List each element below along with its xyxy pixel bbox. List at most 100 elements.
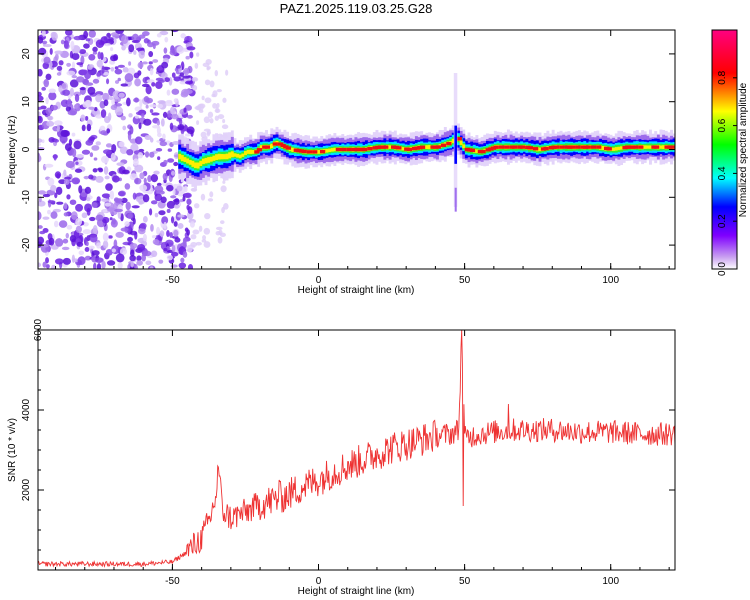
noise-blob xyxy=(142,31,150,37)
noise-blob xyxy=(187,264,194,269)
noise-blob xyxy=(84,82,94,86)
ridge-core xyxy=(480,149,486,154)
ridge-core xyxy=(509,145,515,149)
ridge-band xyxy=(209,156,213,162)
noise-blob xyxy=(141,61,148,65)
noise-blob xyxy=(122,169,130,175)
noise-blob xyxy=(91,202,98,208)
noise-blob xyxy=(198,109,204,113)
ridge-core xyxy=(256,148,263,152)
noise-blob xyxy=(173,204,180,209)
noise-blob xyxy=(89,234,98,243)
noise-blob xyxy=(133,97,140,103)
noise-blob xyxy=(132,192,137,200)
colorbar-ticks: 0.0 0.2 0.4 0.6 0.8 xyxy=(717,70,737,276)
ridge-band xyxy=(222,154,226,160)
noise-blob xyxy=(182,251,188,258)
noise-blob xyxy=(92,51,98,55)
ridge-band xyxy=(317,149,321,154)
noise-blob xyxy=(65,105,72,112)
noise-blob xyxy=(106,78,110,85)
noise-blob xyxy=(64,143,72,152)
noise-blob xyxy=(120,227,129,232)
noise-blob xyxy=(214,69,219,77)
noise-blob xyxy=(152,239,160,245)
ridge-core xyxy=(632,145,639,149)
noise-blob xyxy=(84,246,90,253)
noise-blob xyxy=(76,62,84,66)
ridge-band xyxy=(244,151,247,156)
noise-blob xyxy=(54,192,58,199)
noise-blob xyxy=(69,87,74,97)
noise-blob xyxy=(96,263,102,269)
noise-blob xyxy=(104,202,111,207)
ridge-band xyxy=(225,153,229,160)
noise-blob xyxy=(39,230,46,235)
noise-blob xyxy=(183,185,188,193)
noise-blob xyxy=(151,112,160,116)
noise-blob xyxy=(75,225,82,234)
noise-blob xyxy=(184,192,192,199)
noise-blob xyxy=(53,138,59,143)
noise-blob xyxy=(56,201,64,205)
noise-blob xyxy=(155,81,163,90)
noise-blob xyxy=(209,80,215,88)
noise-blob xyxy=(176,65,181,69)
ridge-core xyxy=(498,145,505,149)
noise-blob xyxy=(88,136,96,141)
x-tick-label: 100 xyxy=(602,275,619,286)
noise-blob xyxy=(195,241,202,246)
noise-blob xyxy=(91,250,100,256)
noise-blob xyxy=(38,153,41,162)
noise-blob xyxy=(134,115,140,119)
noise-blob xyxy=(144,134,152,140)
ridge-band xyxy=(620,146,623,150)
ridge-band xyxy=(178,153,182,160)
ridge-band xyxy=(538,147,542,152)
noise-blob xyxy=(178,262,187,269)
noise-blob xyxy=(170,170,176,176)
noise-blob xyxy=(95,141,102,146)
noise-blob xyxy=(38,196,42,203)
ridge-band xyxy=(249,149,253,154)
noise-blob xyxy=(184,80,194,85)
noise-blob xyxy=(45,97,49,105)
noise-blob xyxy=(75,218,83,226)
noise-blob xyxy=(182,239,187,248)
noise-blob xyxy=(150,223,154,232)
noise-blob xyxy=(71,148,77,158)
ridge-core xyxy=(511,145,518,149)
noise-blob xyxy=(63,40,69,49)
noise-blob xyxy=(62,257,71,265)
ridge-band xyxy=(451,138,455,144)
ridge-core xyxy=(519,145,526,149)
noise-blob xyxy=(132,217,136,225)
noise-blob xyxy=(170,216,175,224)
ridge-core xyxy=(254,150,260,154)
ridge-core xyxy=(606,147,612,151)
ridge-band xyxy=(188,159,192,165)
ridge-core xyxy=(559,145,565,149)
noise-blob xyxy=(56,124,60,132)
noise-blob xyxy=(111,98,115,106)
spectrogram-x-label: Height of straight line (km) xyxy=(298,285,415,296)
noise-blob xyxy=(171,113,179,120)
noise-blob xyxy=(131,40,140,44)
noise-blob xyxy=(221,206,225,214)
noise-blob xyxy=(84,255,92,261)
noise-blob xyxy=(183,107,187,113)
noise-blob xyxy=(55,238,64,247)
noise-blob xyxy=(75,203,84,212)
colorbar-tick-label: 0.6 xyxy=(717,118,728,132)
spectrogram-y-label: Frequency (Hz) xyxy=(7,116,18,185)
noise-blob xyxy=(177,123,185,131)
noise-blob xyxy=(156,33,162,38)
noise-blob xyxy=(171,88,180,95)
noise-blob xyxy=(38,36,44,44)
noise-blob xyxy=(62,89,71,96)
ridge-band xyxy=(194,162,197,169)
noise-blob xyxy=(45,264,50,269)
ridge-core xyxy=(527,146,533,150)
ridge-band xyxy=(183,157,187,162)
noise-blob xyxy=(200,193,206,201)
